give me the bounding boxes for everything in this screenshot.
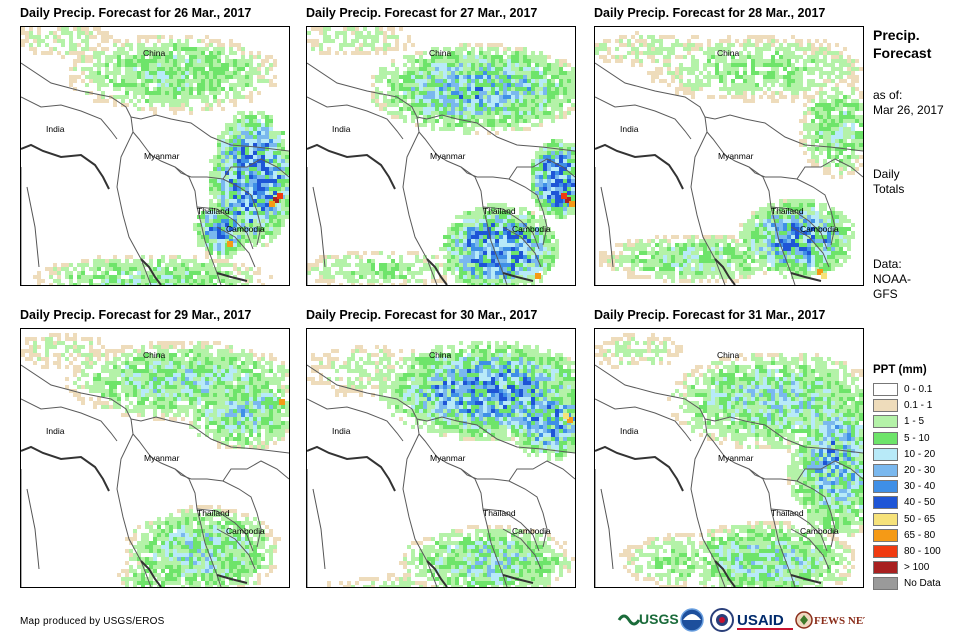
forecast-panel: Daily Precip. Forecast for 27 Mar., 2017… bbox=[306, 6, 576, 286]
legend-label: 0.1 - 1 bbox=[904, 400, 933, 412]
country-label-china: China bbox=[717, 350, 740, 360]
sidebar-title-line1: Precip. bbox=[873, 27, 920, 43]
panel-title: Daily Precip. Forecast for 27 Mar., 2017 bbox=[306, 6, 538, 20]
legend-swatch bbox=[873, 561, 898, 575]
country-label-cambodia: Cambodia bbox=[226, 224, 265, 234]
country-label-india: India bbox=[620, 124, 639, 134]
usgs-logo: USGS bbox=[617, 611, 679, 627]
legend-label: 80 - 100 bbox=[904, 545, 941, 557]
data-label: Data: bbox=[873, 257, 902, 271]
data-source-note: Data: NOAA- GFS bbox=[873, 257, 911, 302]
precip-map bbox=[306, 328, 576, 588]
legend-label: 65 - 80 bbox=[904, 529, 936, 541]
legend-title: PPT (mm) bbox=[873, 364, 927, 376]
legend-swatch bbox=[873, 512, 898, 526]
country-label-cambodia: Cambodia bbox=[800, 526, 839, 536]
partner-logos: USGS USAID FEWS NET bbox=[617, 606, 865, 634]
legend-label: 1 - 5 bbox=[904, 416, 925, 428]
legend-label: 10 - 20 bbox=[904, 448, 936, 460]
country-label-thailand: Thailand bbox=[197, 508, 230, 518]
legend-swatch bbox=[873, 544, 898, 558]
usaid-logo-text: USAID bbox=[737, 612, 784, 629]
country-label-myanmar: Myanmar bbox=[144, 151, 180, 161]
forecast-panel: Daily Precip. Forecast for 28 Mar., 2017… bbox=[594, 6, 864, 286]
legend-label: 0 - 0.1 bbox=[904, 384, 933, 395]
country-label-india: India bbox=[332, 124, 351, 134]
country-label-cambodia: Cambodia bbox=[226, 526, 265, 536]
legend-swatch bbox=[873, 463, 898, 477]
country-label-china: China bbox=[429, 350, 452, 360]
legend-swatch bbox=[873, 528, 898, 542]
country-label-india: India bbox=[620, 426, 639, 436]
daily-totals-note: Daily Totals bbox=[873, 167, 904, 197]
country-label-cambodia: Cambodia bbox=[512, 224, 551, 234]
forecast-panel: Daily Precip. Forecast for 31 Mar., 2017… bbox=[594, 308, 864, 588]
panel-title: Daily Precip. Forecast for 31 Mar., 2017 bbox=[594, 308, 826, 322]
as-of-value: Mar 26, 2017 bbox=[873, 103, 944, 117]
country-label-thailand: Thailand bbox=[483, 508, 516, 518]
legend-swatch bbox=[873, 480, 898, 494]
usaid-seal-logo bbox=[710, 608, 734, 632]
country-label-myanmar: Myanmar bbox=[718, 453, 754, 463]
country-label-china: China bbox=[429, 48, 452, 58]
country-label-india: India bbox=[46, 426, 65, 436]
panel-title: Daily Precip. Forecast for 30 Mar., 2017 bbox=[306, 308, 538, 322]
fews-net-logo-text: FEWS NET bbox=[814, 615, 865, 627]
panel-title: Daily Precip. Forecast for 26 Mar., 2017 bbox=[20, 6, 252, 20]
country-label-india: India bbox=[332, 426, 351, 436]
legend-label: 50 - 65 bbox=[904, 513, 936, 525]
as-of-date: as of: Mar 26, 2017 bbox=[873, 88, 944, 118]
legend-swatch bbox=[873, 447, 898, 461]
country-label-cambodia: Cambodia bbox=[800, 224, 839, 234]
totals-label: Totals bbox=[873, 182, 905, 196]
legend-swatch bbox=[873, 577, 898, 591]
legend-label: 40 - 50 bbox=[904, 497, 936, 509]
legend-label: No Data bbox=[904, 578, 941, 590]
legend-swatch bbox=[873, 399, 898, 413]
legend-label: 20 - 30 bbox=[904, 464, 936, 476]
precip-map bbox=[594, 328, 864, 588]
country-label-thailand: Thailand bbox=[483, 206, 516, 216]
country-label-myanmar: Myanmar bbox=[144, 453, 180, 463]
as-of-label: as of: bbox=[873, 88, 903, 102]
data-source-line2: GFS bbox=[873, 287, 898, 301]
country-label-cambodia: Cambodia bbox=[512, 526, 551, 536]
precip-map bbox=[594, 26, 864, 286]
country-label-china: China bbox=[143, 48, 166, 58]
daily-label: Daily bbox=[873, 167, 900, 181]
precip-map bbox=[20, 328, 290, 588]
panel-title: Daily Precip. Forecast for 29 Mar., 2017 bbox=[20, 308, 252, 322]
data-source-line1: NOAA- bbox=[873, 272, 912, 286]
country-label-india: India bbox=[46, 124, 65, 134]
legend-swatch bbox=[873, 415, 898, 429]
panel-title: Daily Precip. Forecast for 28 Mar., 2017 bbox=[594, 6, 826, 20]
forecast-panel: Daily Precip. Forecast for 26 Mar., 2017… bbox=[20, 6, 290, 286]
legend-swatch bbox=[873, 496, 898, 510]
country-label-thailand: Thailand bbox=[771, 206, 804, 216]
country-label-thailand: Thailand bbox=[197, 206, 230, 216]
country-label-china: China bbox=[143, 350, 166, 360]
usaid-logo: USAID bbox=[737, 612, 793, 630]
noaa-logo bbox=[680, 608, 704, 632]
legend-swatch bbox=[873, 431, 898, 445]
sidebar-title: Precip. Forecast bbox=[873, 26, 963, 62]
map-credit: Map produced by USGS/EROS bbox=[20, 616, 165, 627]
fews-net-logo: FEWS NET bbox=[795, 611, 865, 629]
legend-label: 5 - 10 bbox=[904, 432, 930, 444]
sidebar-title-line2: Forecast bbox=[873, 45, 932, 61]
forecast-panel: Daily Precip. Forecast for 30 Mar., 2017… bbox=[306, 308, 576, 588]
country-label-myanmar: Myanmar bbox=[430, 453, 466, 463]
precip-map bbox=[20, 26, 290, 286]
precip-map bbox=[306, 26, 576, 286]
legend-label: 30 - 40 bbox=[904, 481, 936, 493]
forecast-panel: Daily Precip. Forecast for 29 Mar., 2017… bbox=[20, 308, 290, 588]
country-label-myanmar: Myanmar bbox=[430, 151, 466, 161]
usgs-logo-text: USGS bbox=[639, 611, 679, 627]
country-label-china: China bbox=[717, 48, 740, 58]
legend-label: > 100 bbox=[904, 562, 930, 574]
country-label-thailand: Thailand bbox=[771, 508, 804, 518]
legend-swatch bbox=[873, 383, 898, 396]
country-label-myanmar: Myanmar bbox=[718, 151, 754, 161]
